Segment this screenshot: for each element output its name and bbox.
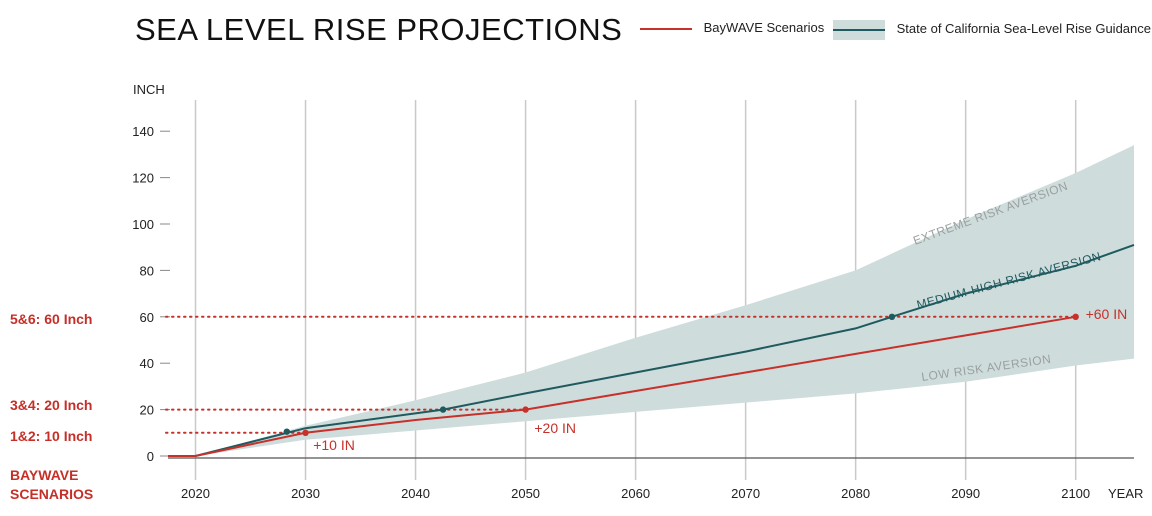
y-tick-label-100: 100 [132, 217, 154, 232]
ref-label-60: 5&6: 60 Inch [10, 311, 93, 327]
marker-3 [302, 429, 309, 436]
guidance-range-band [168, 145, 1134, 456]
marker-0 [283, 428, 291, 435]
data-label-2: +60 IN [1086, 306, 1128, 322]
y-tick-label-80: 80 [140, 263, 154, 278]
legend-baywave-label: BayWAVE Scenarios [703, 20, 825, 35]
ref-label-10: 1&2: 10 Inch [10, 428, 93, 444]
x-tick-label-2070: 2070 [731, 486, 760, 501]
legend-state-guidance: State of California Sea-Level Rise Guida… [833, 20, 1151, 40]
legend-baywave-swatch [640, 27, 692, 30]
chart-title: SEA LEVEL RISE PROJECTIONS [135, 12, 623, 47]
baywave-scenarios-label-line1: BAYWAVE [10, 467, 79, 483]
legend-state-guidance-label: State of California Sea-Level Rise Guida… [896, 21, 1151, 37]
y-axis-label: INCH [133, 82, 165, 97]
marker-2 [888, 313, 896, 320]
x-tick-label-2090: 2090 [951, 486, 980, 501]
y-tick-label-140: 140 [132, 124, 154, 139]
x-tick-label-2050: 2050 [511, 486, 540, 501]
ref-label-20: 3&4: 20 Inch [10, 397, 93, 413]
x-tick-label-2100: 2100 [1061, 486, 1090, 501]
baywave-scenarios-label: BAYWAVE SCENARIOS [10, 466, 93, 504]
x-axis-label: YEAR [1108, 486, 1143, 501]
y-tick-label-40: 40 [140, 356, 154, 371]
y-tick-label-0: 0 [147, 449, 154, 464]
data-label-1: +20 IN [534, 420, 576, 436]
x-tick-label-2030: 2030 [291, 486, 320, 501]
marker-4 [522, 406, 529, 413]
x-tick-label-2080: 2080 [841, 486, 870, 501]
marker-1 [439, 406, 447, 413]
y-tick-label-60: 60 [140, 310, 154, 325]
marker-5 [1072, 313, 1079, 320]
legend-baywave: BayWAVE Scenarios [640, 20, 824, 35]
x-tick-label-2040: 2040 [401, 486, 430, 501]
y-tick-label-20: 20 [140, 403, 154, 418]
data-label-0: +10 IN [313, 437, 355, 453]
y-tick-label-120: 120 [132, 171, 154, 186]
legend-state-guidance-swatch [833, 20, 885, 40]
x-tick-label-2060: 2060 [621, 486, 650, 501]
series-line-1 [168, 315, 1076, 457]
baywave-scenarios-label-line2: SCENARIOS [10, 486, 94, 502]
x-tick-label-2020: 2020 [181, 486, 210, 501]
